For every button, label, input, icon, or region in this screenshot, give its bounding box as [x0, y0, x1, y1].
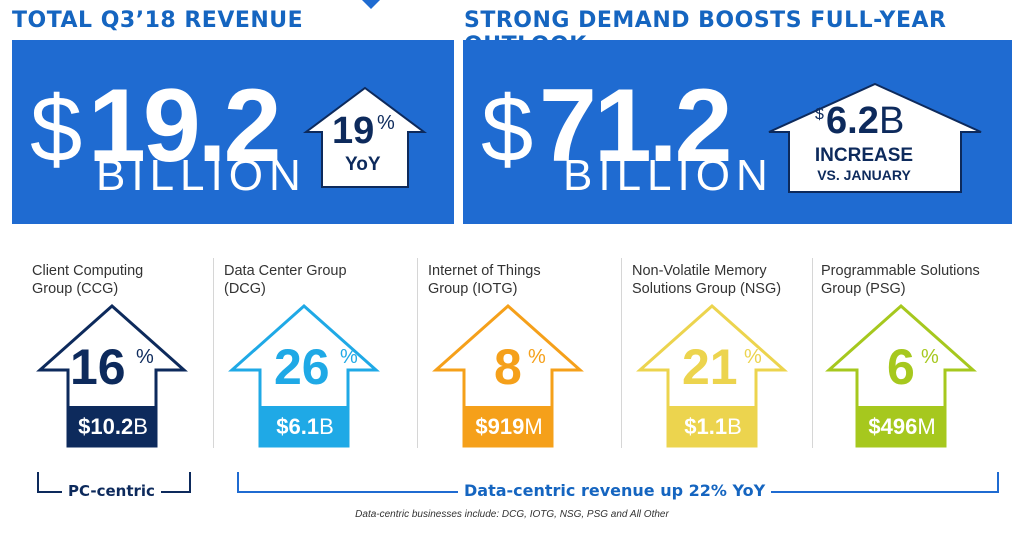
segment-label-line2: Group (PSG) — [821, 281, 906, 297]
segment-label: Non-Volatile Memory Solutions Group (NSG… — [632, 262, 822, 298]
segment-label: Client Computing Group (CCG) — [32, 262, 222, 298]
segment-label: Data Center Group (DCG) — [224, 262, 414, 298]
revenue-header: TOTAL Q3’18 REVENUE — [12, 8, 304, 33]
segment-amount: $919M — [466, 414, 552, 440]
segment-ccg: Client Computing Group (CCG) 16 % $10.2B — [32, 262, 222, 448]
segment-nsg: Non-Volatile Memory Solutions Group (NSG… — [632, 262, 822, 448]
pc-centric-label: PC-centric — [62, 482, 161, 500]
segment-amount-unit: B — [319, 414, 334, 439]
segment-amount: $496M — [859, 414, 945, 440]
segment-label-line1: Internet of Things — [428, 263, 541, 279]
segment-iotg: Internet of Things Group (IOTG) 8 % $919… — [428, 262, 618, 448]
outlook-increase-arrow-icon — [768, 82, 982, 193]
outlook-increase-line2: VS. JANUARY — [817, 167, 911, 183]
segment-label: Internet of Things Group (IOTG) — [428, 262, 618, 298]
segment-pct-sign: % — [136, 346, 154, 368]
segment-label-line1: Programmable Solutions — [821, 263, 980, 279]
segment-amount: $10.2B — [70, 414, 156, 440]
nsg-growth-arrow-icon — [636, 303, 788, 448]
revenue-panel: $ 19.2 BILLION 19 % YoY — [12, 40, 454, 224]
segment-divider — [621, 258, 622, 448]
segment-label-line2: (DCG) — [224, 281, 266, 297]
segment-amount: $1.1B — [670, 414, 756, 440]
revenue-amount: 19.2 — [88, 68, 281, 184]
outlook-increase-currency: $ — [815, 106, 824, 123]
outlook-unit: BILLION — [563, 151, 774, 200]
segment-label-line2: Group (IOTG) — [428, 281, 518, 297]
outlook-increase-unit: B — [879, 100, 905, 142]
psg-growth-arrow-icon — [825, 303, 977, 448]
segment-pct-sign: % — [528, 346, 546, 368]
segment-dcg: Data Center Group (DCG) 26 % $6.1B — [224, 262, 414, 448]
outlook-increase-line1: INCREASE — [814, 145, 914, 166]
revenue-growth-label: YoY — [345, 154, 381, 175]
outlook-panel: $ 71.2 BILLION $ 6.2 B INCREASE VS. JANU… — [463, 40, 1012, 224]
segment-amount-value: $10.2 — [78, 414, 134, 439]
segment-pct-sign: % — [744, 346, 762, 368]
segment-label-line1: Client Computing — [32, 263, 144, 279]
segment-pct: 26 — [274, 339, 330, 395]
segment-pct: 6 — [887, 339, 915, 395]
revenue-growth-percent-sign: % — [377, 112, 395, 134]
outlook-currency: $ — [481, 76, 534, 181]
segment-label-line2: Solutions Group (NSG) — [632, 281, 782, 297]
segment-label: Programmable Solutions Group (PSG) — [821, 262, 1011, 298]
segment-amount-value: $6.1 — [276, 414, 320, 439]
segment-amount-unit: B — [133, 414, 148, 439]
segment-amount-value: $496 — [868, 414, 918, 439]
iotg-growth-arrow-icon — [432, 303, 584, 448]
outlook-increase-value: 6.2 — [826, 100, 879, 142]
segment-amount-value: $1.1 — [684, 414, 728, 439]
header-notch-decoration — [362, 0, 380, 9]
segment-amount-unit: M — [524, 414, 543, 439]
segment-pct: 8 — [494, 339, 522, 395]
segment-label-line1: Data Center Group — [224, 263, 347, 279]
data-centric-label: Data-centric revenue up 22% YoY — [458, 481, 772, 500]
segment-divider — [812, 258, 813, 448]
revenue-growth-arrow-icon — [302, 86, 428, 188]
segment-pct-sign: % — [340, 346, 358, 368]
outlook-amount: 71.2 — [539, 68, 732, 184]
segment-pct-sign: % — [921, 346, 939, 368]
segment-amount-unit: M — [917, 414, 936, 439]
segment-amount-value: $919 — [475, 414, 525, 439]
segment-pct: 21 — [682, 339, 738, 395]
footnote: Data-centric businesses include: DCG, IO… — [355, 509, 669, 520]
revenue-growth-value: 19 — [332, 110, 375, 152]
segment-pct: 16 — [70, 339, 126, 395]
segment-amount: $6.1B — [262, 414, 348, 440]
segment-label-line2: Group (CCG) — [32, 281, 119, 297]
ccg-growth-arrow-icon — [36, 303, 188, 448]
revenue-currency: $ — [30, 76, 83, 181]
segment-divider — [213, 258, 214, 448]
segment-divider — [417, 258, 418, 448]
revenue-unit: BILLION — [96, 151, 307, 200]
segment-label-line1: Non-Volatile Memory — [632, 263, 767, 279]
dcg-growth-arrow-icon — [228, 303, 380, 448]
segment-amount-unit: B — [727, 414, 742, 439]
segment-psg: Programmable Solutions Group (PSG) 6 % $… — [821, 262, 1011, 448]
